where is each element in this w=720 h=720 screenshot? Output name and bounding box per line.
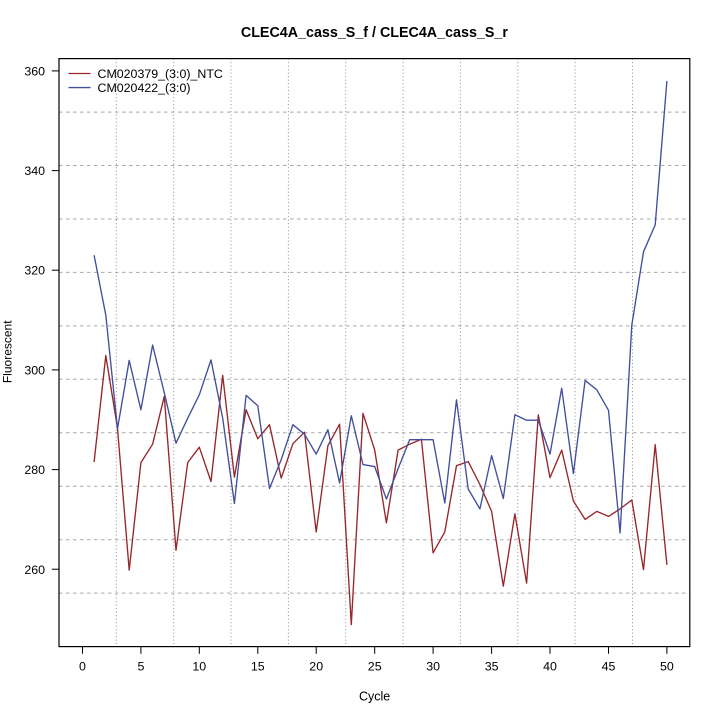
svg-text:CM020379_(3:0)_NTC: CM020379_(3:0)_NTC [98,67,223,81]
svg-text:CLEC4A_cass_S_f / CLEC4A_cass_: CLEC4A_cass_S_f / CLEC4A_cass_S_r [241,25,508,41]
svg-text:320: 320 [24,264,45,278]
svg-text:280: 280 [24,463,45,477]
svg-text:40: 40 [543,660,557,674]
svg-text:35: 35 [485,660,499,674]
svg-text:50: 50 [660,660,674,674]
svg-text:Fluorescent: Fluorescent [1,320,15,383]
svg-text:260: 260 [24,563,45,577]
svg-text:45: 45 [602,660,616,674]
svg-text:340: 340 [24,164,45,178]
svg-text:0: 0 [79,660,86,674]
svg-text:25: 25 [368,660,382,674]
svg-text:30: 30 [426,660,440,674]
svg-text:20: 20 [309,660,323,674]
svg-text:CM020422_(3:0): CM020422_(3:0) [98,81,191,95]
svg-text:10: 10 [192,660,206,674]
svg-text:Cycle: Cycle [359,689,390,703]
svg-text:360: 360 [24,64,45,78]
svg-text:300: 300 [24,363,45,377]
svg-text:5: 5 [137,660,144,674]
svg-text:15: 15 [251,660,265,674]
